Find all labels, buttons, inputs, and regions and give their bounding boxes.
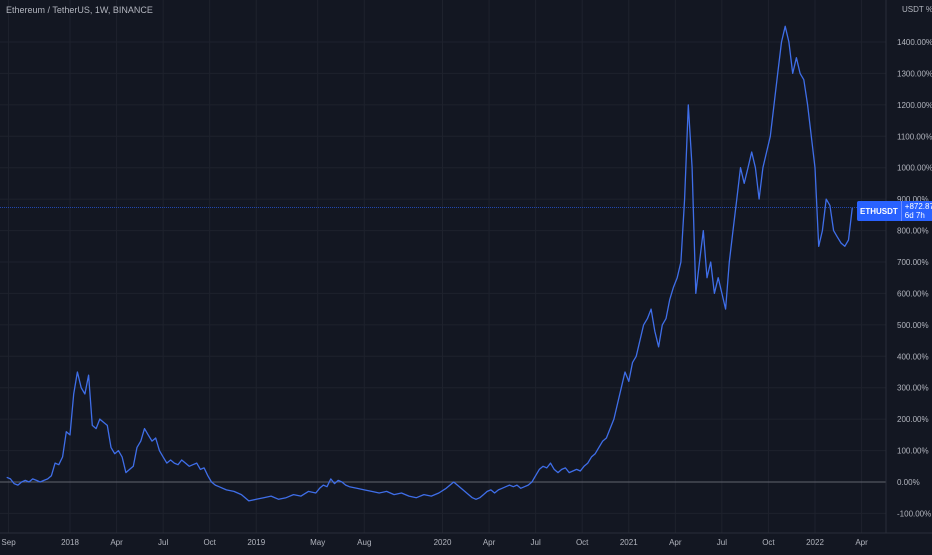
series-layer (6, 25, 853, 502)
y-tick-label: 0.00% (897, 478, 920, 487)
x-tick-label: 2018 (61, 538, 79, 547)
x-tick-label: Apr (483, 538, 496, 547)
time-axis[interactable]: Sep 2018 Apr Jul Oct 2019 May Aug 2020 Apr Jul Oct 2… (1, 538, 868, 547)
x-tick-label: Jul (717, 538, 727, 547)
y-tick-label: 700.00% (897, 258, 929, 267)
x-tick-label: Oct (576, 538, 589, 547)
last-price-badge: ETHUSDT +872.87% 6d 7h (857, 201, 932, 221)
badge-countdown: 6d 7h (904, 211, 925, 220)
y-tick-label: -100.00% (897, 509, 931, 518)
badge-change: +872.87% (904, 202, 932, 211)
x-tick-label: May (310, 538, 325, 547)
x-tick-label: 2019 (247, 538, 265, 547)
x-tick-label: Oct (762, 538, 775, 547)
y-tick-label: 1100.00% (897, 132, 932, 141)
grid (0, 0, 886, 533)
x-tick-label: Aug (357, 538, 371, 547)
x-tick-label: 2022 (806, 538, 824, 547)
x-tick-label: Jul (531, 538, 541, 547)
badge-symbol: ETHUSDT (857, 201, 902, 221)
y-tick-label: 1200.00% (897, 101, 932, 110)
y-tick-label: 800.00% (897, 227, 929, 236)
x-tick-label: 2020 (434, 538, 452, 547)
y-tick-label: 400.00% (897, 352, 929, 361)
y-tick-label: 600.00% (897, 289, 929, 298)
x-tick-label: Apr (669, 538, 682, 547)
x-tick-label: Oct (203, 538, 216, 547)
y-tick-label: 900.00% (897, 195, 929, 204)
y-tick-label: 300.00% (897, 384, 929, 393)
y-tick-label: 500.00% (897, 321, 929, 330)
y-tick-label: 200.00% (897, 415, 929, 424)
y-tick-label: 1300.00% (897, 69, 932, 78)
series-line (6, 25, 853, 502)
y-tick-label: 1400.00% (897, 38, 932, 47)
y-tick-label: 100.00% (897, 447, 929, 456)
badge-values: +872.87% 6d 7h (902, 201, 932, 221)
x-tick-label: Sep (1, 538, 16, 547)
x-tick-label: Apr (855, 538, 868, 547)
x-tick-label: Jul (158, 538, 168, 547)
x-tick-label: 2021 (620, 538, 638, 547)
chart-title: Ethereum / TetherUS, 1W, BINANCE (6, 5, 153, 15)
x-tick-label: Apr (110, 538, 123, 547)
y-tick-label: 1000.00% (897, 164, 932, 173)
price-axis[interactable]: -100.00% 0.00% 100.00% 200.00% 300.00% 400.00… (897, 38, 932, 518)
price-axis-unit[interactable]: USDT % (902, 5, 932, 14)
